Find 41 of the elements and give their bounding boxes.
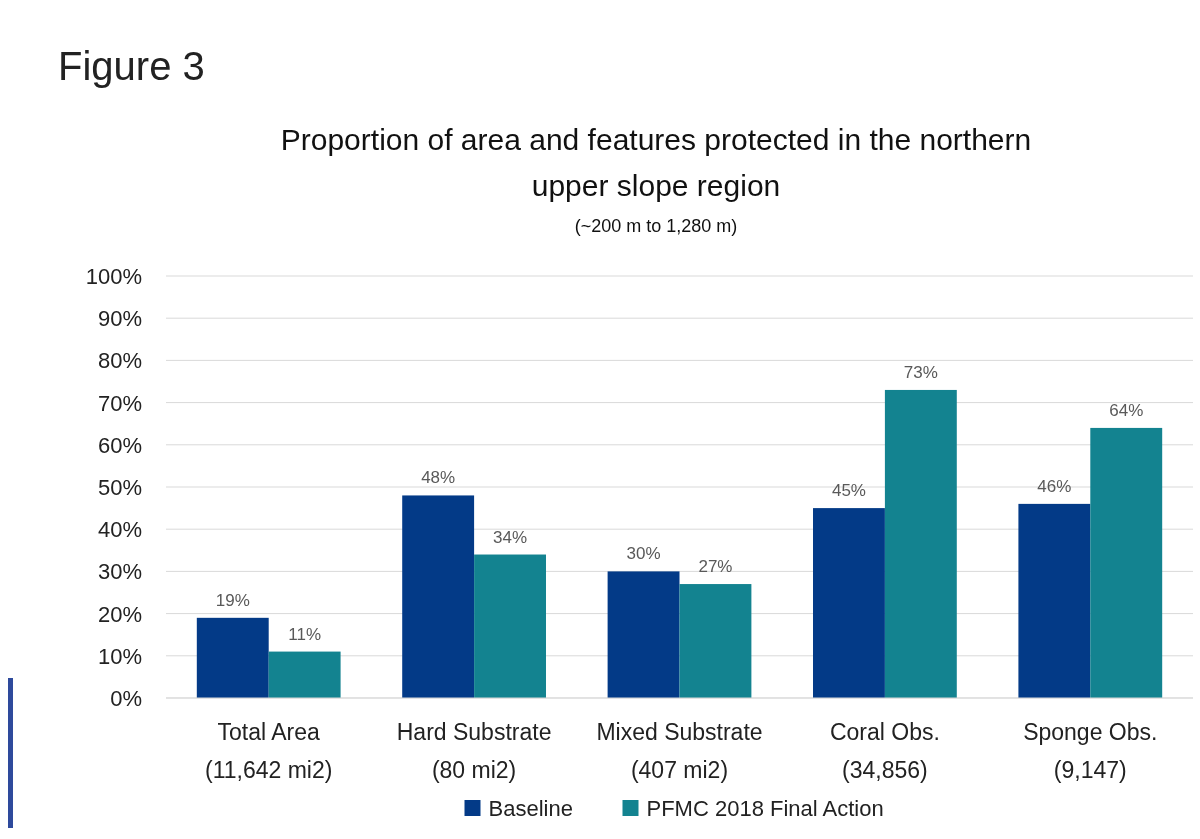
- data-label: 27%: [698, 557, 733, 577]
- bar: [474, 554, 546, 698]
- y-tick-label: 30%: [97, 559, 142, 585]
- bar: [1018, 503, 1091, 698]
- y-tick-label: 80%: [97, 348, 142, 374]
- legend-label: Baseline: [488, 796, 573, 821]
- y-tick-label: 10%: [97, 643, 142, 669]
- bar: [884, 389, 957, 698]
- y-tick-label: 50%: [97, 475, 142, 500]
- chart-subtitle: (~200 m to 1,280 m): [574, 216, 738, 236]
- data-label: 30%: [626, 544, 661, 564]
- data-label: 34%: [493, 527, 528, 547]
- data-label: 46%: [1037, 476, 1072, 496]
- bar: [679, 584, 752, 698]
- bar: [1090, 427, 1163, 698]
- bar: [268, 651, 341, 698]
- y-tick-label: 90%: [97, 306, 142, 332]
- y-tick-label: 60%: [97, 432, 142, 458]
- caption: Figure 3: [58, 44, 205, 88]
- data-label: 64%: [1109, 400, 1144, 420]
- x-tick-label: Sponge Obs. (9,147): [1023, 719, 1158, 783]
- x-tick-label: Coral Obs. (34,856): [829, 719, 940, 783]
- y-tick-label: 0%: [110, 686, 142, 711]
- x-tick-label: Hard Substrate (80 mi2): [396, 719, 552, 783]
- data-label: 19%: [215, 590, 250, 610]
- legend-label: PFMC 2018 Final Action: [646, 796, 884, 821]
- y-tick-label: 40%: [97, 517, 142, 543]
- bar: [402, 495, 475, 698]
- chart-title: Proportion of area and features protected in the northern upper slope region: [280, 123, 1032, 202]
- bar: [196, 617, 269, 698]
- data-label: 11%: [288, 624, 322, 644]
- x-tick-label: Total Area (11,642 mi2): [204, 719, 333, 783]
- x-tick-label: Mixed Substrate (407 mi2): [596, 719, 763, 783]
- bar: [607, 571, 680, 698]
- data-label: 48%: [421, 468, 456, 488]
- bar: [813, 508, 885, 698]
- data-label: 73%: [903, 362, 938, 382]
- y-tick-label: 70%: [97, 390, 142, 416]
- y-tick-label: 100%: [85, 264, 142, 289]
- data-label: 45%: [831, 481, 866, 501]
- y-tick-label: 20%: [97, 601, 142, 627]
